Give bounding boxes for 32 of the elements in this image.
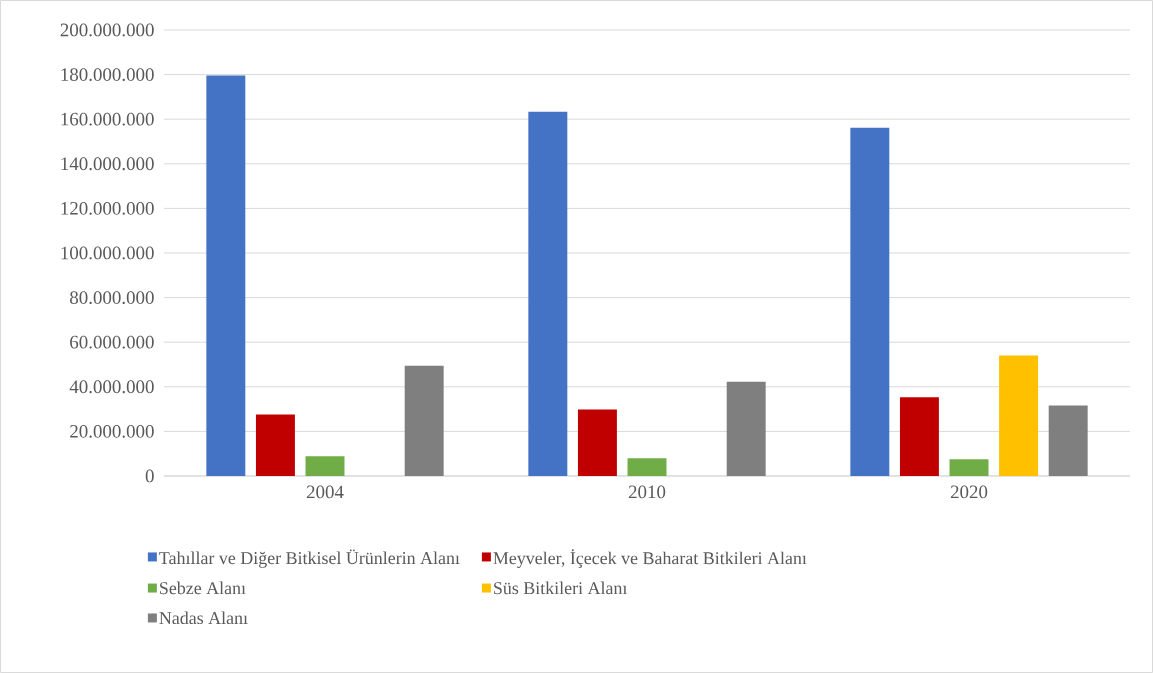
y-tick-label: 0 — [145, 469, 154, 483]
y-tick-label: 180.000.000 — [61, 68, 154, 82]
legend-label: Nadas Alanı — [159, 611, 248, 625]
bar — [404, 365, 444, 476]
bar — [726, 381, 766, 476]
bar — [255, 414, 295, 476]
bar — [206, 75, 246, 476]
y-tick-label: 80.000.000 — [70, 291, 154, 305]
legend-label: Sebze Alanı — [160, 581, 246, 595]
bar — [999, 355, 1039, 476]
y-tick-label: 200.000.000 — [60, 23, 154, 37]
x-tick-label: 2010 — [628, 485, 666, 499]
y-tick-label: 160.000.000 — [61, 112, 154, 126]
bar — [305, 456, 345, 476]
y-tick-label: 140.000.000 — [61, 157, 154, 171]
bar — [577, 409, 617, 476]
bar — [528, 111, 568, 476]
legend-label: Meyveler, İçecek ve Baharat Bitkileri Alanı — [493, 549, 807, 568]
x-tick-label: 2020 — [950, 485, 988, 499]
bar — [850, 127, 890, 476]
y-tick-label: 100.000.000 — [61, 246, 154, 260]
y-tick-label: 40.000.000 — [69, 380, 154, 394]
x-tick-label: 2004 — [306, 485, 344, 499]
legend-label: Tahıllar ve Diğer Bitkisel Ürünlerin Alanı — [159, 549, 460, 568]
bar — [1048, 405, 1088, 476]
y-tick-label: 120.000.000 — [61, 201, 154, 215]
bar — [949, 459, 989, 476]
bar — [627, 458, 667, 476]
legend-label: Süs Bitkileri Alanı — [494, 581, 628, 595]
y-tick-label: 20.000.000 — [70, 424, 154, 438]
y-tick-label: 60.000.000 — [70, 335, 154, 349]
bar — [899, 397, 939, 476]
